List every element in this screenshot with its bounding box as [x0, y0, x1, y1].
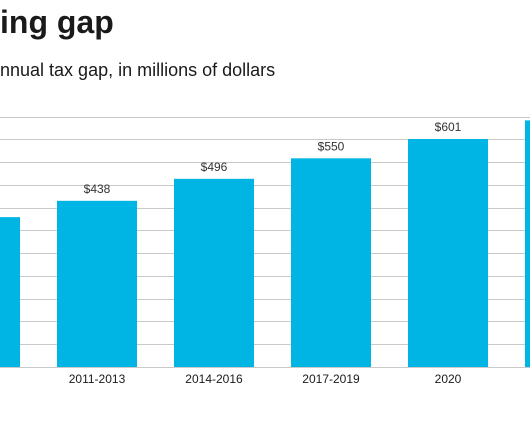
bar-4 — [408, 138, 488, 367]
bar-3 — [291, 158, 371, 367]
value-label-1: $438 — [84, 182, 111, 196]
value-labels: $438 $496 $550 $601 — [84, 120, 462, 196]
x-tick-label-1: 2011-2013 — [69, 372, 126, 386]
x-tick-label-3: 2017-2019 — [302, 372, 360, 386]
chart-subtitle: nnual tax gap, in millions of dollars — [0, 60, 276, 80]
value-label-4: $601 — [435, 120, 462, 134]
bar-2 — [174, 178, 254, 367]
bars — [0, 120, 530, 367]
bar-0 — [0, 217, 20, 367]
x-tick-label-4: 2020 — [435, 372, 462, 386]
value-label-2: $496 — [201, 160, 228, 174]
bar-5 — [525, 120, 530, 367]
value-label-3: $550 — [318, 139, 345, 153]
x-tick-label-2: 2014-2016 — [185, 372, 243, 386]
bar-1 — [57, 200, 137, 367]
chart-title: ing gap — [0, 4, 114, 40]
